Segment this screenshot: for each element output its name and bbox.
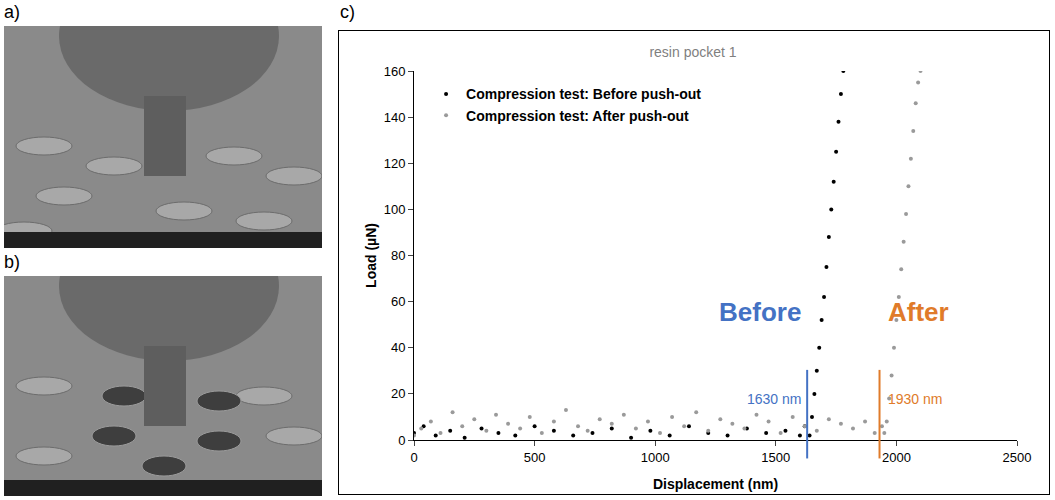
svg-text:Load (µN): Load (µN) (363, 223, 379, 288)
svg-text:500: 500 (524, 450, 546, 465)
svg-text:0: 0 (398, 433, 405, 448)
svg-text:40: 40 (391, 340, 405, 355)
svg-text:0: 0 (410, 450, 417, 465)
svg-text:Compression test: Before push-: Compression test: Before push-out (466, 86, 701, 102)
svg-text:Compression test: After push-o: Compression test: After push-out (466, 108, 689, 124)
svg-text:Displacement (nm): Displacement (nm) (653, 476, 778, 492)
svg-text:After: After (888, 297, 949, 327)
svg-text:20: 20 (391, 386, 405, 401)
svg-text:1000: 1000 (641, 450, 670, 465)
html-text:a): a) (4, 2, 20, 22)
svg-text:120: 120 (384, 156, 406, 171)
svg-text:1500: 1500 (761, 450, 790, 465)
svg-text:2500: 2500 (1003, 450, 1032, 465)
svg-text:60: 60 (391, 294, 405, 309)
svg-text:100: 100 (384, 202, 406, 217)
svg-text:160: 160 (384, 64, 406, 79)
svg-text:resin pocket 1: resin pocket 1 (649, 44, 736, 60)
svg-text:140: 140 (384, 110, 406, 125)
svg-text:1930 nm: 1930 nm (888, 391, 942, 407)
html-text:c): c) (340, 2, 355, 22)
svg-text:Before: Before (719, 297, 801, 327)
svg-text:2000: 2000 (882, 450, 911, 465)
svg-text:80: 80 (391, 248, 405, 263)
svg-text:1630 nm: 1630 nm (747, 391, 801, 407)
html-text:b): b) (4, 252, 20, 272)
